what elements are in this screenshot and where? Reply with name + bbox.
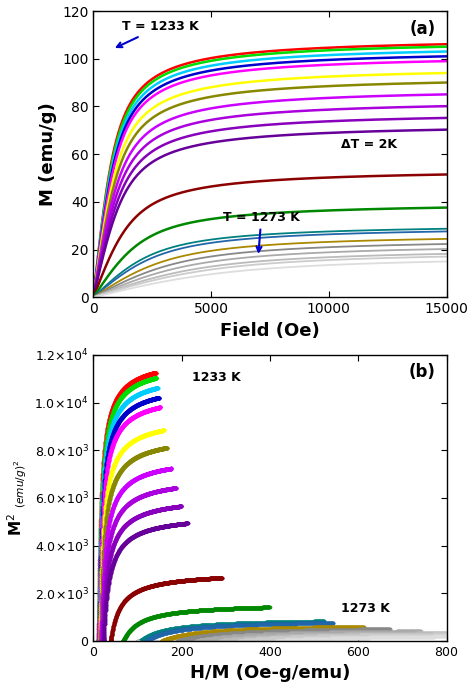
Y-axis label: M (emu/g): M (emu/g) bbox=[39, 103, 57, 206]
Text: (a): (a) bbox=[410, 20, 436, 38]
Text: ΔT = 2K: ΔT = 2K bbox=[341, 138, 397, 151]
Text: (b): (b) bbox=[409, 363, 436, 381]
Text: T = 1273 K: T = 1273 K bbox=[223, 211, 300, 252]
Text: 1233 K: 1233 K bbox=[192, 371, 241, 384]
Text: 1273 K: 1273 K bbox=[341, 603, 390, 615]
X-axis label: H/M (Oe-g/emu): H/M (Oe-g/emu) bbox=[190, 665, 350, 682]
Text: T = 1233 K: T = 1233 K bbox=[117, 20, 199, 47]
Y-axis label: M$^2$ $_{(emu/g)^2}$: M$^2$ $_{(emu/g)^2}$ bbox=[6, 460, 29, 536]
X-axis label: Field (Oe): Field (Oe) bbox=[220, 322, 320, 340]
